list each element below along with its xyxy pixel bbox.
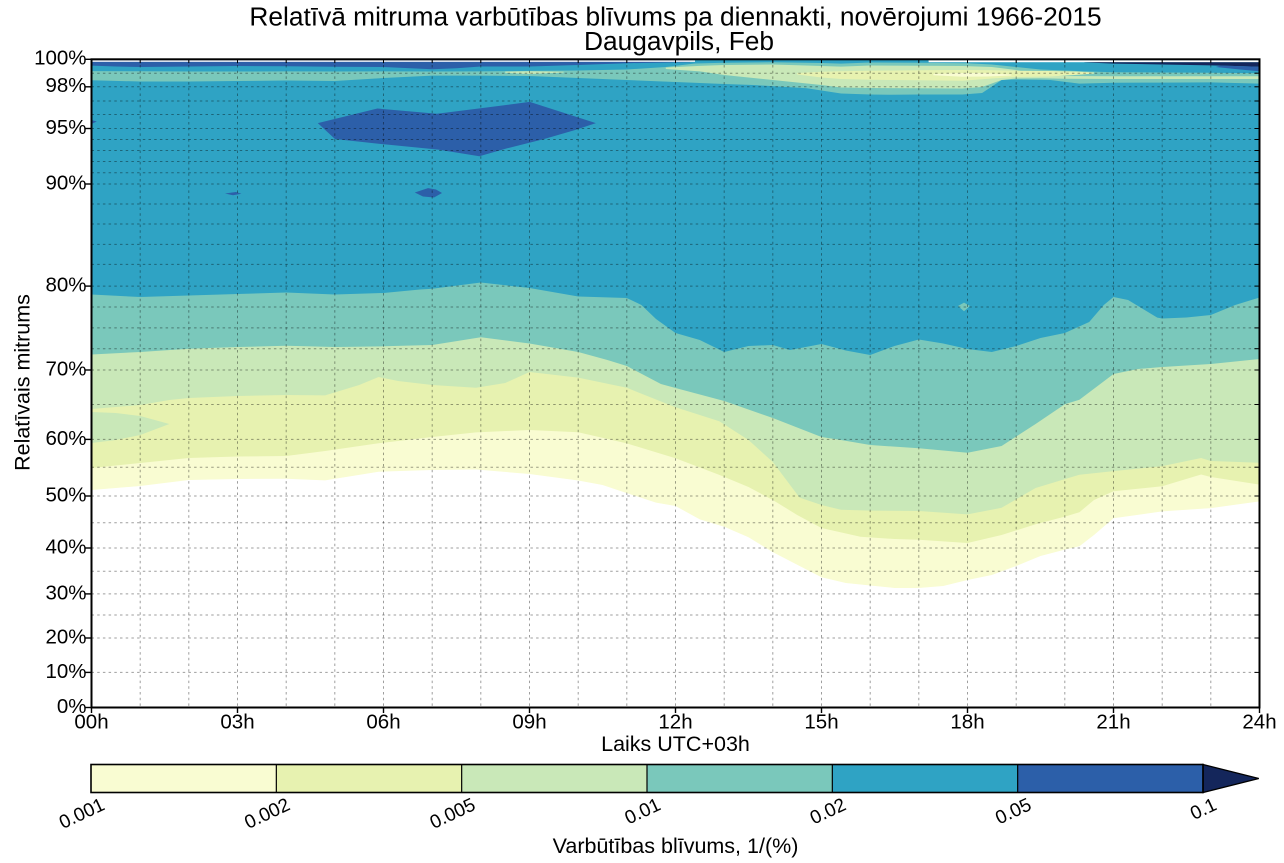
- svg-text:09h: 09h: [512, 711, 546, 734]
- svg-text:Laiks UTC+03h: Laiks UTC+03h: [601, 732, 750, 756]
- svg-text:21h: 21h: [1096, 711, 1130, 734]
- svg-text:00h: 00h: [74, 711, 108, 734]
- svg-text:80%: 80%: [45, 274, 86, 297]
- svg-text:12h: 12h: [658, 711, 692, 734]
- svg-text:90%: 90%: [45, 171, 86, 194]
- svg-text:Relatīvā mitruma varbūtības bl: Relatīvā mitruma varbūtības blīvums pa d…: [249, 2, 1101, 32]
- svg-text:03h: 03h: [220, 711, 254, 734]
- svg-text:Varbūtības blīvums, 1/(%): Varbūtības blīvums, 1/(%): [553, 834, 799, 858]
- svg-text:40%: 40%: [45, 535, 86, 558]
- svg-text:50%: 50%: [45, 483, 86, 506]
- svg-text:30%: 30%: [45, 581, 86, 604]
- svg-text:60%: 60%: [45, 427, 86, 450]
- svg-text:06h: 06h: [366, 711, 400, 734]
- svg-text:0%: 0%: [57, 695, 87, 718]
- svg-text:24h: 24h: [1242, 711, 1276, 734]
- svg-text:20%: 20%: [45, 625, 86, 648]
- svg-text:15h: 15h: [804, 711, 838, 734]
- svg-text:18h: 18h: [950, 711, 984, 734]
- svg-text:98%: 98%: [45, 74, 86, 97]
- svg-text:Relatīvais mitrums: Relatīvais mitrums: [11, 294, 35, 471]
- svg-text:100%: 100%: [34, 47, 86, 70]
- svg-text:10%: 10%: [45, 660, 86, 683]
- svg-text:Daugavpils, Feb: Daugavpils, Feb: [584, 26, 774, 56]
- svg-text:95%: 95%: [45, 116, 86, 139]
- svg-text:70%: 70%: [45, 357, 86, 380]
